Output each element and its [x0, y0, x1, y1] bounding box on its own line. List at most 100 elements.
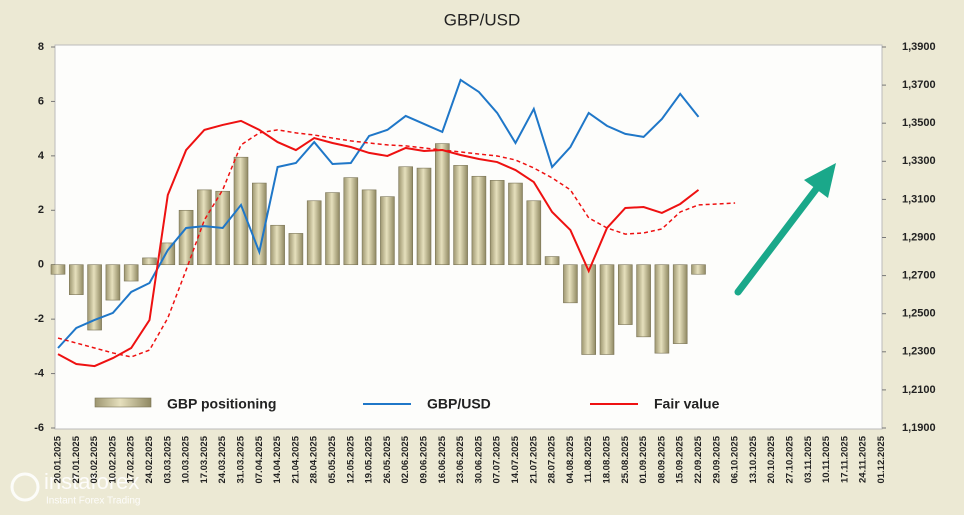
bar: [270, 224, 285, 266]
bar: [489, 180, 505, 266]
bar: [306, 200, 322, 266]
x-tick-label: 18.08.2025: [602, 435, 613, 483]
chart-title: GBP/USD: [444, 10, 521, 29]
y2-tick-label: 1,2900: [902, 231, 936, 243]
x-tick-label: 01.12.2025: [876, 435, 887, 483]
x-tick-label: 08.09.2025: [656, 435, 667, 483]
y2-tick-label: 1,3500: [902, 117, 936, 129]
y2-tick-label: 1,3300: [902, 155, 936, 167]
x-tick-label: 23.06.2025: [455, 435, 466, 483]
bar: [544, 256, 560, 266]
x-tick-label: 31.03.2025: [236, 435, 247, 483]
x-tick-label: 27.10.2025: [785, 435, 796, 483]
y2-tick-label: 1,3700: [902, 79, 936, 91]
bar: [325, 192, 340, 266]
y2-tick-label: 1,1900: [902, 422, 936, 434]
x-tick-label: 22.09.2025: [693, 435, 704, 483]
x-tick-label: 05.05.2025: [327, 435, 338, 483]
bar: [160, 242, 176, 266]
bar: [526, 200, 542, 266]
x-tick-label: 11.08.2025: [583, 435, 594, 483]
bar: [581, 264, 597, 355]
y2-tick-label: 1,2700: [902, 270, 936, 282]
bar: [398, 166, 414, 266]
y-tick-label: -6: [34, 422, 44, 434]
y-tick-label: 8: [38, 41, 44, 53]
x-tick-label: 01.09.2025: [638, 435, 649, 483]
bar: [343, 177, 359, 266]
x-tick-label: 26.05.2025: [382, 435, 393, 483]
x-tick-label: 24.11.2025: [858, 435, 869, 483]
bar: [563, 264, 578, 304]
line: [57, 129, 736, 358]
x-tick-label: 10.11.2025: [821, 435, 832, 483]
y-tick-label: 6: [38, 95, 44, 107]
bar: [50, 264, 66, 275]
x-tick-label: 21.04.2025: [290, 435, 301, 483]
watermark-tagline: Instant Forex Trading: [46, 496, 141, 507]
x-tick-label: 27.01.2025: [71, 435, 82, 483]
bar: [471, 175, 487, 266]
x-tick-label: 07.07.2025: [492, 435, 503, 483]
bar: [416, 167, 432, 266]
x-tick-label: 30.06.2025: [473, 435, 484, 483]
y2-tick-label: 1,3900: [902, 41, 936, 53]
x-tick-label: 28.07.2025: [547, 435, 558, 483]
x-tick-label: 03.11.2025: [803, 435, 814, 483]
legend-label: GBP/USD: [427, 396, 491, 412]
legend-swatch: [94, 397, 152, 408]
bar: [599, 264, 615, 355]
x-tick-label: 09.06.2025: [419, 435, 430, 483]
x-tick-label: 10.03.2025: [181, 435, 192, 483]
arrow: [734, 163, 836, 296]
bar: [654, 264, 670, 354]
x-tick-label: 15.09.2025: [675, 435, 686, 483]
bar: [233, 156, 249, 266]
x-tick-label: 19.05.2025: [364, 435, 375, 483]
bar: [69, 264, 84, 295]
bar: [123, 264, 139, 282]
x-tick-label: 04.08.2025: [565, 435, 576, 483]
bar: [508, 182, 523, 266]
x-tick-label: 20.10.2025: [766, 435, 777, 483]
y-tick-label: -4: [34, 367, 45, 379]
bar: [380, 196, 395, 266]
legend-label: Fair value: [654, 396, 720, 412]
bar: [691, 264, 706, 275]
x-tick-label: 03.03.2025: [162, 435, 173, 483]
x-tick-label: 14.07.2025: [510, 435, 521, 483]
x-tick-label: 03.02.2025: [89, 435, 100, 483]
legend-label: GBP positioning: [167, 396, 276, 412]
x-tick-label: 02.06.2025: [400, 435, 411, 483]
x-tick-label: 17.11.2025: [839, 435, 850, 483]
x-tick-label: 20.01.2025: [53, 435, 64, 483]
x-tick-label: 17.02.2025: [126, 435, 137, 483]
x-tick-label: 29.09.2025: [711, 435, 722, 483]
bar: [105, 264, 121, 301]
x-tick-label: 06.10.2025: [730, 435, 741, 483]
x-tick-label: 12.05.2025: [345, 435, 356, 483]
x-tick-label: 25.08.2025: [620, 435, 631, 483]
x-tick-label: 16.06.2025: [437, 435, 448, 483]
y2-tick-label: 1,3100: [902, 193, 936, 205]
line: [57, 119, 700, 368]
y-tick-label: 2: [38, 204, 44, 216]
x-tick-label: 14.04.2025: [272, 435, 283, 483]
bar: [453, 165, 468, 266]
bar: [288, 233, 304, 266]
x-tick-label: 17.03.2025: [199, 435, 210, 483]
bar: [434, 143, 450, 266]
x-tick-label: 24.02.2025: [144, 435, 155, 483]
bar: [672, 264, 688, 344]
x-tick-label: 24.03.2025: [217, 435, 228, 483]
y-tick-label: 0: [38, 259, 44, 271]
x-tick-label: 10.02.2025: [107, 435, 118, 483]
bar: [142, 257, 157, 266]
x-tick-label: 13.10.2025: [748, 435, 759, 483]
y-tick-label: 4: [38, 150, 45, 162]
y-tick-label: -2: [34, 313, 44, 325]
bar: [87, 264, 102, 331]
y2-tick-label: 1,2500: [902, 308, 936, 320]
watermark: instaforex Instant Forex Trading: [10, 469, 141, 507]
